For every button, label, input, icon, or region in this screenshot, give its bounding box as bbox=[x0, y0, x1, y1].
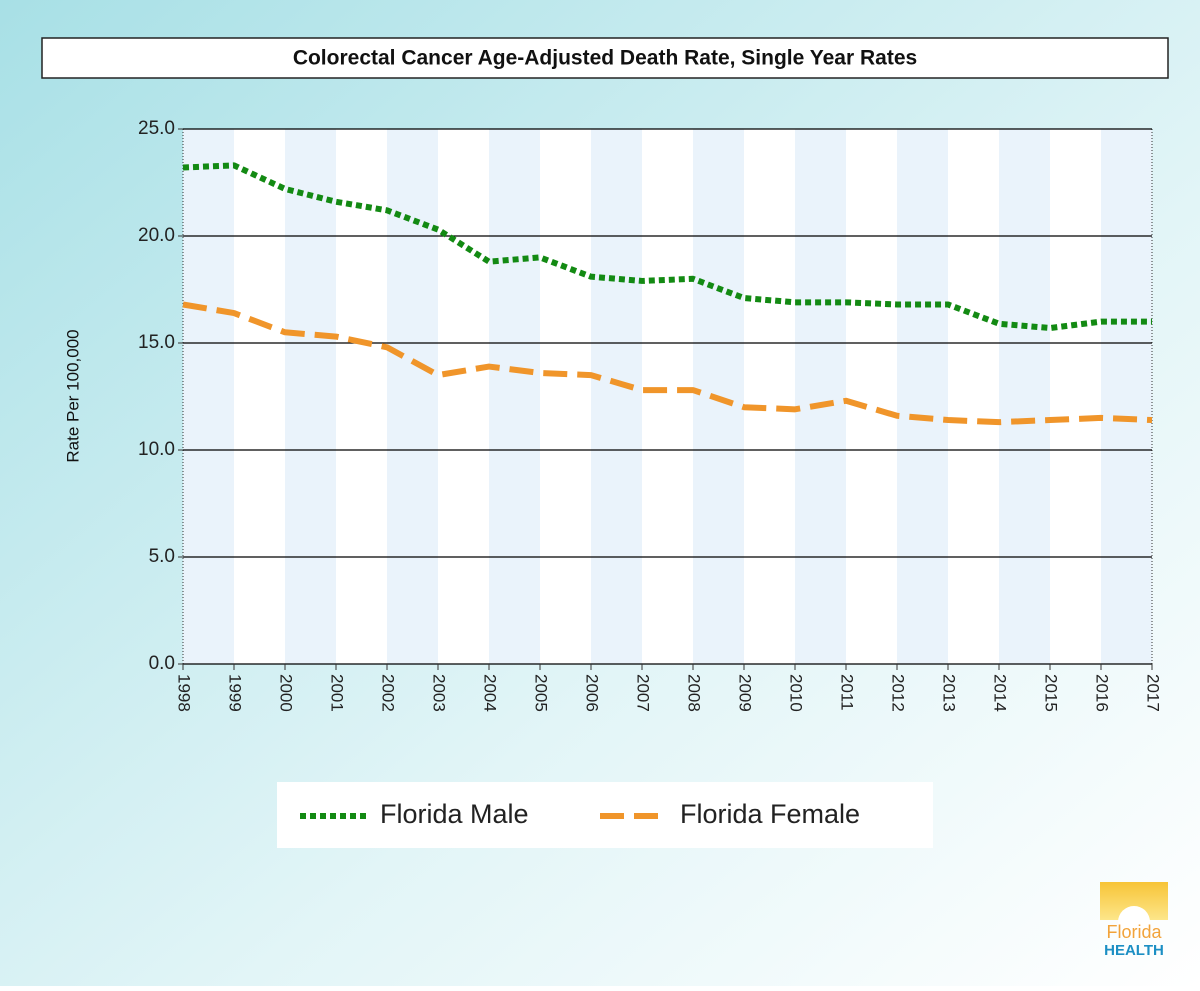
logo-text: Florida bbox=[1106, 922, 1162, 942]
stripe bbox=[285, 129, 336, 664]
x-tick-label: 2009 bbox=[736, 674, 755, 712]
y-tick-label: 25.0 bbox=[138, 118, 175, 139]
logo: Florida HEALTH bbox=[1100, 882, 1168, 959]
x-tick-label: 2012 bbox=[889, 674, 908, 712]
x-tick-label: 2014 bbox=[991, 674, 1010, 712]
stripe bbox=[999, 129, 1050, 664]
x-tick-label: 2007 bbox=[634, 674, 653, 712]
x-tick-label: 2008 bbox=[685, 674, 704, 712]
series-line bbox=[182, 301, 1153, 426]
x-tick-label: 2015 bbox=[1042, 674, 1061, 712]
y-tick-label: 10.0 bbox=[138, 439, 175, 460]
x-tick-label: 2005 bbox=[532, 674, 551, 712]
x-tick-label: 2013 bbox=[940, 674, 959, 712]
title-box bbox=[41, 37, 1169, 79]
x-tick-label: 1999 bbox=[226, 674, 245, 712]
y-tick-label: 0.0 bbox=[149, 653, 175, 674]
stripe bbox=[1101, 129, 1152, 664]
y-tick-label: 20.0 bbox=[138, 225, 175, 246]
plot-area bbox=[183, 129, 1152, 664]
logo-circle bbox=[1118, 906, 1150, 938]
chart-title: Colorectal Cancer Age-Adjusted Death Rat… bbox=[293, 47, 917, 70]
x-tick-label: 2000 bbox=[277, 674, 296, 712]
x-tick-label: 2004 bbox=[481, 674, 500, 712]
x-tick-label: 2001 bbox=[328, 674, 347, 712]
x-tick-label: 2017 bbox=[1144, 674, 1163, 712]
stripe bbox=[591, 129, 642, 664]
x-tick-label: 2011 bbox=[838, 674, 857, 711]
stripe bbox=[897, 129, 948, 664]
y-tick-label: 5.0 bbox=[149, 546, 175, 567]
y-axis-label: Rate Per 100,000 bbox=[63, 329, 82, 462]
logo-text: HEALTH bbox=[1104, 942, 1164, 959]
legend-label: Florida Female bbox=[680, 799, 860, 829]
x-tick-label: 1998 bbox=[175, 674, 194, 712]
x-tick-label: 2006 bbox=[583, 674, 602, 712]
y-tick-label: 15.0 bbox=[138, 332, 175, 353]
x-tick-label: 2016 bbox=[1093, 674, 1112, 712]
x-tick-label: 2003 bbox=[430, 674, 449, 712]
stripe bbox=[387, 129, 438, 664]
legend-label: Florida Male bbox=[380, 799, 529, 829]
stripe bbox=[795, 129, 846, 664]
x-tick-label: 2010 bbox=[787, 674, 806, 712]
stripe bbox=[183, 129, 234, 664]
stripe bbox=[489, 129, 540, 664]
x-tick-label: 2002 bbox=[379, 674, 398, 712]
